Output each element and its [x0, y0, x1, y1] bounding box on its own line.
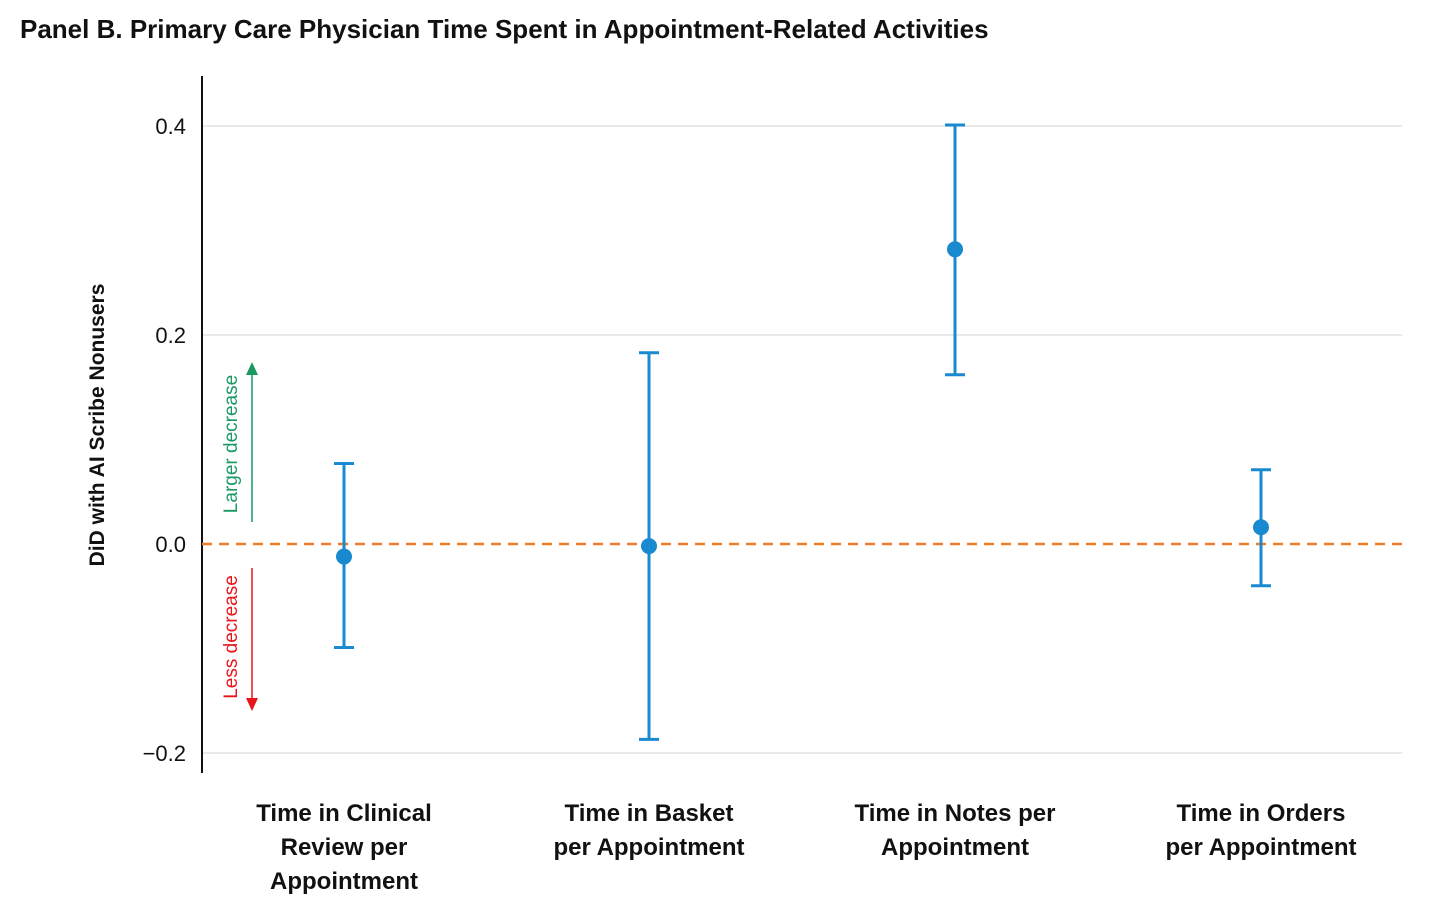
arrow-up-head [246, 362, 258, 375]
arrow-down-head [246, 698, 258, 711]
x-category-label: per Appointment [1165, 834, 1356, 861]
y-tick-label: 0.0 [155, 532, 186, 557]
data-point [947, 241, 963, 258]
data-point [641, 538, 657, 555]
data-point [336, 548, 352, 565]
y-tick-label: −0.2 [143, 741, 186, 766]
y-tick-label: 0.4 [155, 114, 186, 139]
x-category-label: Review per [281, 834, 408, 861]
chart-title: Panel B. Primary Care Physician Time Spe… [20, 14, 989, 44]
x-category-label: Appointment [881, 834, 1029, 861]
x-category-label: Time in Notes per [855, 800, 1056, 827]
annotation-larger-decrease: Larger decrease [221, 375, 242, 513]
y-tick-label: 0.2 [155, 323, 186, 348]
annotation-less-decrease: Less decrease [221, 575, 242, 699]
x-category-label: Time in Basket [565, 800, 734, 827]
x-category-label: Time in Orders [1177, 800, 1346, 827]
x-category-label: per Appointment [553, 834, 744, 861]
x-category-label: Appointment [270, 868, 418, 895]
data-point [1253, 519, 1269, 536]
x-category-label: Time in Clinical [256, 800, 432, 827]
y-axis-label: DiD with AI Scribe Nonusers [86, 284, 109, 567]
